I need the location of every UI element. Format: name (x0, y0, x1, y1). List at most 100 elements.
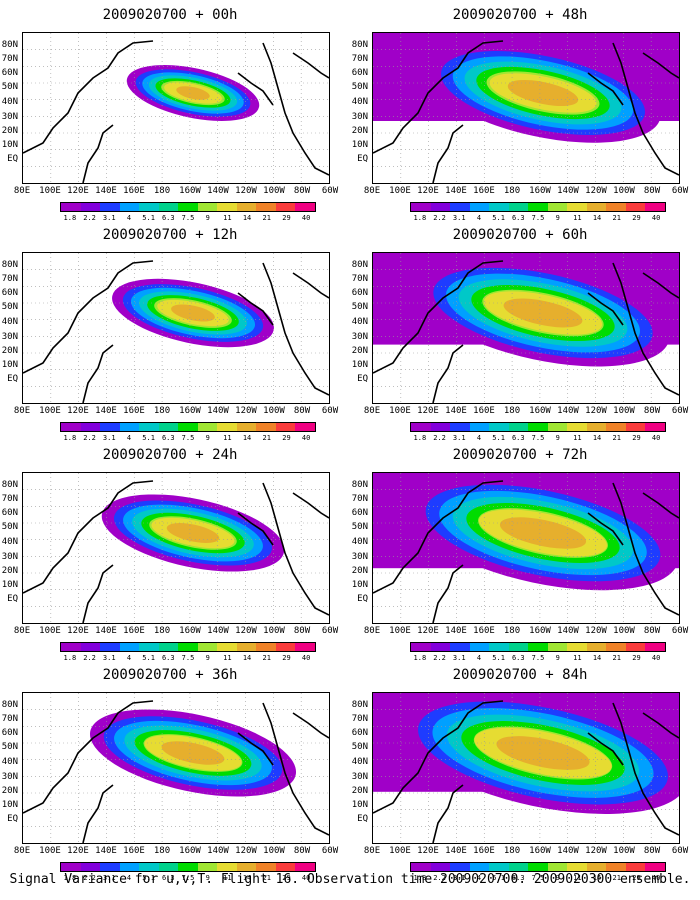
latitude-label: 60N (351, 68, 368, 78)
latitude-label: EQ (357, 154, 368, 164)
longitude-label: 140W (557, 406, 579, 416)
colorbar-swatch (158, 423, 179, 431)
colorbar-swatch (178, 863, 198, 871)
colorbar-swatch (256, 643, 276, 651)
latitude-label: 40N (351, 537, 368, 547)
panel-title: 2009020700 + 72h (452, 447, 588, 463)
colorbar-label: 7.5 (531, 874, 545, 882)
longitude-label: 80E (13, 626, 31, 636)
colorbar-label: 9 (555, 654, 560, 662)
variance-map (372, 692, 680, 844)
colorbar-label: 5.1 (492, 874, 505, 882)
latitude-label: 60N (1, 68, 18, 78)
colorbar-swatch (256, 423, 276, 431)
colorbar-swatch (411, 863, 431, 871)
longitude-label: 160E (123, 846, 145, 856)
colorbar-label: 6.3 (161, 214, 175, 222)
longitude-label: 140W (557, 186, 579, 196)
colorbar-swatch (197, 863, 218, 871)
colorbar-swatch (217, 863, 237, 871)
longitude-label: 140E (95, 186, 117, 196)
colorbar-label: 1.8 (63, 874, 77, 882)
longitude-label: 160W (529, 186, 551, 196)
colorbar-swatch (469, 863, 490, 871)
colorbar-swatch (411, 423, 431, 431)
longitude-label: 180 (153, 406, 171, 416)
colorbar-swatch (178, 423, 198, 431)
longitude-label: 160E (473, 846, 495, 856)
variance-map (22, 472, 330, 624)
longitude-label: 180 (503, 626, 521, 636)
colorbar-label: 3.1 (452, 874, 466, 882)
longitude-label: 120W (235, 626, 257, 636)
longitude-label: 100E (39, 846, 61, 856)
colorbar-label: 4 (476, 654, 482, 662)
longitude-label: 80W (293, 626, 311, 636)
longitude-label: 80W (643, 186, 661, 196)
colorbar-label: 11 (573, 214, 582, 222)
latitude-label: 20N (351, 126, 368, 136)
colorbar-swatch (489, 643, 509, 651)
colorbar-label: 21 (262, 434, 271, 442)
longitude-label: 80W (643, 406, 661, 416)
colorbar-swatch (469, 643, 490, 651)
longitude-label: 120W (235, 406, 257, 416)
longitude-label: 160E (123, 406, 145, 416)
colorbar-swatch (567, 423, 587, 431)
colorbar-swatch (80, 203, 101, 211)
longitude-label: 80E (363, 846, 381, 856)
colorbar-label: 3.1 (102, 214, 116, 222)
latitude-label: 50N (1, 82, 18, 92)
colorbar-swatch (450, 203, 470, 211)
colorbar-swatch (158, 203, 179, 211)
colorbar-label: 9 (555, 874, 560, 882)
latitude-label: 70N (351, 714, 368, 724)
latitude-label: 30N (351, 112, 368, 122)
colorbar-label: 3.1 (452, 214, 466, 222)
colorbar-label: 5.1 (142, 214, 155, 222)
colorbar-label: 7.5 (531, 214, 545, 222)
colorbar-label: 7.5 (181, 874, 195, 882)
longitude-label: 80W (293, 406, 311, 416)
colorbar-swatch (139, 863, 159, 871)
colorbar-label: 14 (242, 654, 252, 662)
colorbar-swatch (236, 423, 257, 431)
panel-title: 2009020700 + 60h (452, 227, 588, 243)
colorbar-label: 3.1 (452, 654, 466, 662)
latitude-label: 10N (1, 360, 18, 370)
map-panel: 2009020700 + 72h 80N 70N 60N 50N 40N 30N 20N 10N… (350, 446, 690, 668)
longitude-label: 60W (671, 406, 689, 416)
colorbar-swatch (139, 203, 159, 211)
latitude-label: 60N (351, 288, 368, 298)
colorbar-swatch (489, 203, 509, 211)
map-panel: 2009020700 + 36h 80N 70N 60N 50N 40N 30N 20N 10N… (0, 666, 340, 888)
colorbar-swatch (119, 863, 140, 871)
longitude-label: 80E (13, 406, 31, 416)
colorbar-swatch (100, 423, 120, 431)
colorbar-label: 1.8 (413, 434, 427, 442)
latitude-label: 10N (351, 800, 368, 810)
colorbar-label: 29 (632, 214, 641, 222)
latitude-label: 80N (351, 480, 368, 490)
colorbar-label: 2.2 (83, 874, 96, 882)
latitude-label: 20N (351, 346, 368, 356)
colorbar-swatch (236, 643, 257, 651)
colorbar-swatch (469, 203, 490, 211)
longitude-label: 180 (153, 186, 171, 196)
colorbar-swatch (606, 643, 626, 651)
colorbar-swatch (625, 643, 646, 651)
longitude-label: 80E (13, 846, 31, 856)
colorbar-swatch (100, 863, 120, 871)
latitude-label: 30N (1, 552, 18, 562)
colorbar-label: 21 (612, 654, 621, 662)
panel-title: 2009020700 + 36h (102, 667, 238, 683)
colorbar-swatch (508, 643, 529, 651)
latitude-label: 50N (351, 522, 368, 532)
latitude-label: 30N (1, 772, 18, 782)
colorbar-swatch (80, 423, 101, 431)
latitude-label: 40N (1, 757, 18, 767)
longitude-label: 180 (153, 846, 171, 856)
colorbar-swatch (119, 203, 140, 211)
latitude-label: 10N (351, 580, 368, 590)
longitude-label: 120W (235, 846, 257, 856)
